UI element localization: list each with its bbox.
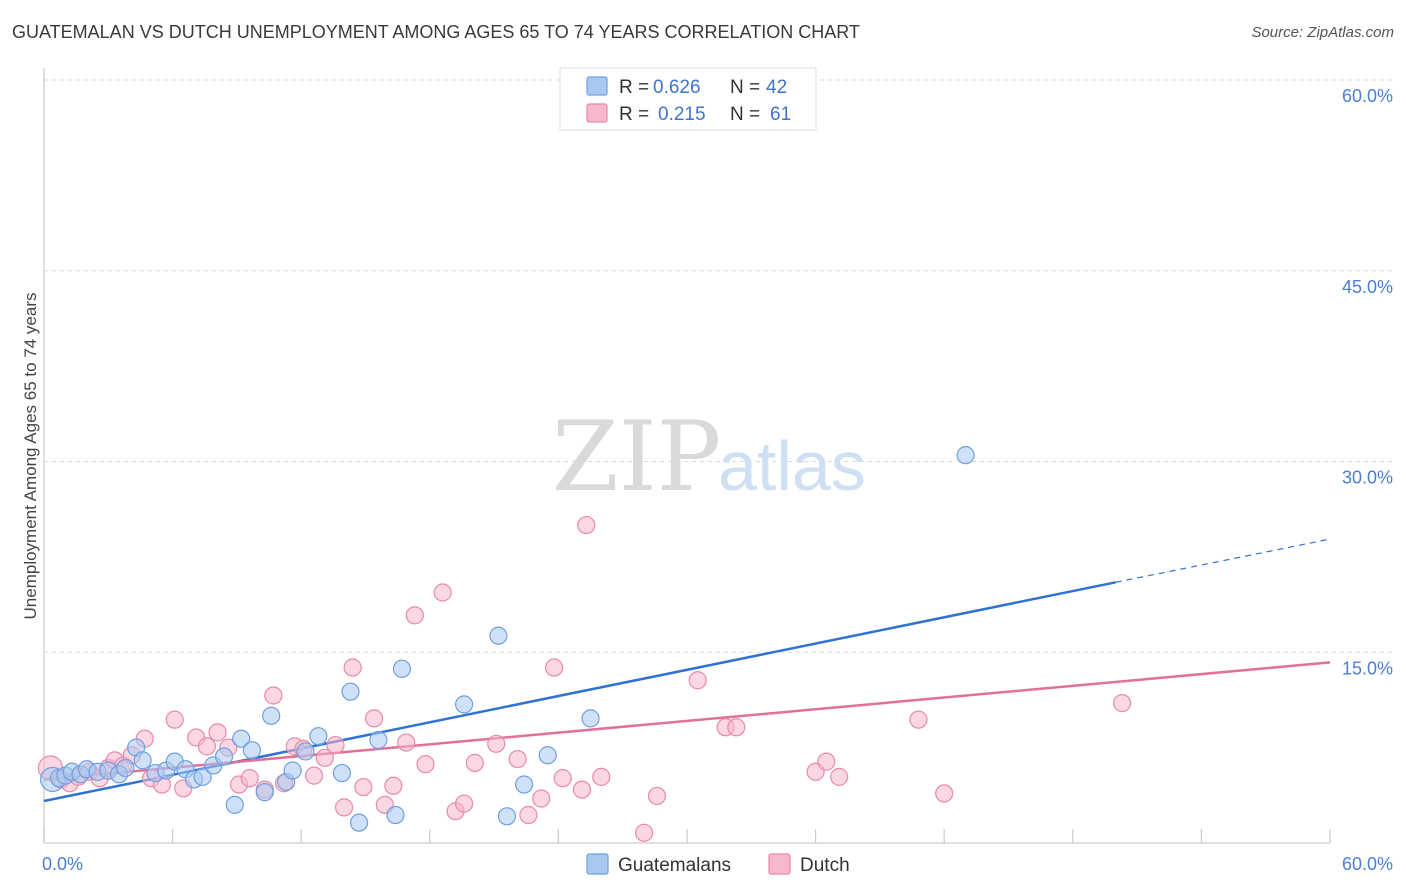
point-dutch — [240, 769, 259, 788]
point-dutch — [519, 805, 538, 825]
point-guatemalans — [454, 695, 474, 714]
bottom-legend: Guatemalans Dutch — [586, 853, 850, 876]
point-dutch — [343, 658, 362, 677]
point-dutch — [487, 734, 506, 753]
point-dutch — [465, 753, 484, 772]
point-dutch — [508, 749, 527, 769]
point-dutch — [165, 710, 184, 729]
point-dutch — [197, 737, 216, 756]
legend-n-value-dutch: 61 — [770, 104, 791, 125]
bottom-legend-swatch-dutch — [768, 853, 791, 875]
legend-n-label: N = — [730, 104, 760, 125]
point-guatemalans — [225, 795, 244, 814]
point-dutch — [315, 748, 334, 767]
point-dutch — [688, 671, 707, 690]
point-guatemalans — [538, 746, 557, 765]
point-guatemalans — [255, 783, 274, 802]
point-guatemalans — [515, 775, 534, 794]
legend-r-value-dutch: 0.215 — [658, 104, 706, 125]
top-legend: R = 0.626 N = 42 R = 0.215 N = 61 — [559, 67, 817, 131]
bottom-legend-label-dutch: Dutch — [800, 855, 850, 876]
y-tick-label: 30.0% — [1342, 468, 1393, 488]
point-guatemalans — [283, 761, 302, 780]
chart-title: GUATEMALAN VS DUTCH UNEMPLOYMENT AMONG A… — [12, 22, 860, 42]
point-dutch — [545, 658, 564, 677]
point-guatemalans — [581, 709, 600, 728]
point-guatemalans — [309, 727, 328, 746]
legend-r-value-guatemalans: 0.626 — [653, 77, 701, 98]
point-dutch — [405, 606, 424, 625]
legend-n-value-guatemalans: 42 — [766, 77, 787, 98]
point-dutch — [264, 686, 283, 705]
point-dutch — [354, 777, 373, 797]
point-guatemalans — [262, 706, 281, 725]
point-dutch — [909, 710, 928, 729]
point-guatemalans — [116, 758, 135, 778]
scatter-points — [37, 446, 1132, 842]
point-dutch — [817, 752, 836, 771]
point-guatemalans — [341, 682, 360, 701]
point-dutch — [326, 735, 345, 755]
point-guatemalans — [956, 446, 975, 465]
trend-line-guatemalans-extension — [1115, 538, 1331, 583]
legend-n-label: N = — [730, 77, 760, 98]
legend-r-label: R = — [619, 77, 649, 98]
point-guatemalans — [214, 747, 234, 766]
source-credit: Source: ZipAtlas.com — [1251, 24, 1394, 41]
legend-swatch-dutch — [586, 103, 608, 123]
bottom-legend-label-guatemalans: Guatemalans — [618, 855, 731, 876]
y-tick-labels: 15.0% 30.0% 45.0% 60.0% — [1342, 86, 1393, 678]
x-tick-label-min: 0.0% — [42, 854, 83, 874]
point-dutch — [416, 755, 435, 774]
point-guatemalans — [497, 807, 517, 826]
point-dutch — [935, 784, 954, 803]
point-guatemalans — [242, 741, 262, 760]
point-dutch — [635, 823, 654, 842]
point-dutch — [384, 776, 403, 795]
point-dutch — [304, 766, 324, 785]
y-axis-title: Unemployment Among Ages 65 to 74 years — [21, 293, 40, 620]
point-dutch — [1112, 694, 1132, 713]
y-tick-label: 15.0% — [1342, 658, 1393, 678]
bottom-legend-swatch-guatemalans — [586, 853, 609, 875]
watermark-zip: ZIP — [552, 401, 721, 513]
point-guatemalans — [349, 813, 369, 832]
point-guatemalans — [489, 626, 508, 645]
point-guatemalans — [232, 729, 251, 748]
point-dutch — [830, 767, 849, 786]
point-dutch — [592, 767, 611, 786]
trend-line-dutch — [43, 661, 1331, 781]
watermark-atlas: atlas — [718, 427, 866, 505]
point-guatemalans — [386, 805, 405, 825]
y-tick-label: 60.0% — [1342, 86, 1393, 106]
legend-r-label: R = — [619, 104, 649, 125]
point-dutch — [727, 718, 746, 737]
point-guatemalans — [296, 742, 315, 761]
gridlines — [44, 79, 1392, 653]
point-dutch — [397, 733, 416, 752]
point-guatemalans — [369, 730, 388, 750]
point-dutch — [208, 723, 227, 742]
point-dutch — [532, 789, 551, 808]
point-dutch — [334, 798, 354, 817]
x-tick-label-max: 60.0% — [1342, 854, 1393, 874]
legend-swatch-guatemalans — [586, 76, 608, 96]
y-tick-label: 45.0% — [1342, 277, 1393, 297]
x-ticks — [43, 829, 1331, 843]
point-guatemalans — [193, 767, 212, 786]
point-guatemalans — [392, 659, 412, 678]
point-dutch — [647, 786, 667, 806]
point-dutch — [553, 769, 572, 788]
point-dutch — [364, 709, 384, 728]
point-dutch — [433, 583, 452, 602]
trend-lines — [43, 538, 1331, 803]
point-guatemalans — [332, 763, 352, 783]
point-dutch — [572, 780, 592, 799]
point-guatemalans — [133, 751, 152, 770]
point-dutch — [577, 515, 596, 535]
point-dutch — [454, 794, 474, 813]
